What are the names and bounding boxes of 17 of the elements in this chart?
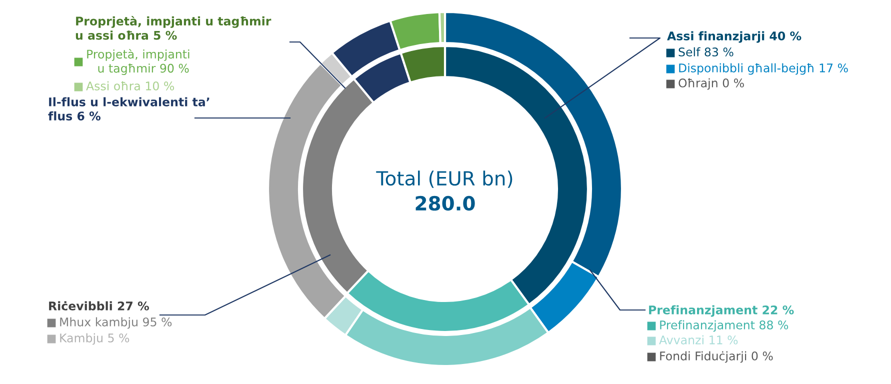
text: Assi finanzjarji 40 % — [667, 31, 802, 43]
text: Proprjetà, impjanti u tagħmir u assi oħra 5 % — [76, 16, 272, 40]
text: Self 83 % — [678, 47, 734, 56]
text: Oħrajn 0 % — [678, 78, 744, 90]
text: 280.0 — [416, 196, 475, 211]
text: Il-flus u l-ekwivalenti ta’ flus 6 % — [48, 97, 210, 120]
text: Fondi Fiduċjarji 0 % — [660, 351, 773, 363]
text: Total (EUR bn) — [376, 170, 512, 188]
text: Riċevibbli 27 % — [49, 301, 149, 310]
text: Propjetà, impjanti u tagħmir 90 % — [87, 48, 190, 76]
text: Disponibbli għall-bejgħ 17 % — [679, 63, 848, 75]
text: Kambju 5 % — [60, 333, 130, 345]
text: Avvanzi 11 % — [659, 335, 738, 344]
text: Prefinanzjament 22 % — [649, 305, 794, 317]
text: Assi oħra 10 % — [86, 81, 174, 90]
text: Prefinanzjament 88 % — [660, 320, 788, 332]
text: Mhux kambju 95 % — [60, 317, 172, 329]
